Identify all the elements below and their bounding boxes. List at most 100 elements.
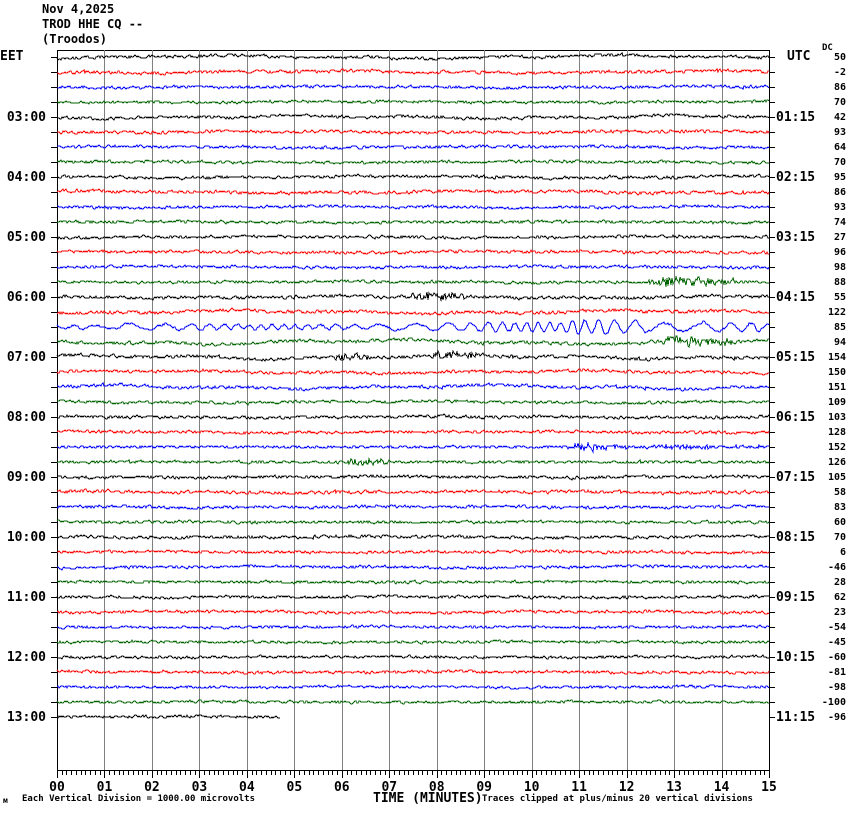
- eet-hour-label: 13:00: [7, 710, 46, 725]
- minute-tick-label: 00: [49, 780, 65, 795]
- title-location: (Troodos): [42, 32, 108, 46]
- seismo-trace: [56, 519, 770, 525]
- dc-column-header: DC: [822, 43, 833, 53]
- eet-hour-label: 05:00: [7, 230, 46, 245]
- dc-offset-value: 28: [834, 577, 846, 588]
- x-axis-title: TIME (MINUTES): [373, 791, 483, 806]
- seismo-trace: [56, 668, 770, 676]
- dc-offset-value: 94: [834, 337, 846, 348]
- dc-offset-value: 128: [828, 427, 846, 438]
- dc-offset-value: 70: [834, 97, 846, 108]
- dc-offset-value: 154: [828, 352, 846, 363]
- seismo-trace: [56, 457, 770, 467]
- minute-tick-label: 05: [287, 780, 303, 795]
- minute-tick-label: 09: [476, 780, 492, 795]
- dc-offset-value: 86: [834, 82, 846, 93]
- dc-offset-value: 50: [834, 52, 846, 63]
- seismo-trace: [57, 399, 769, 406]
- dc-offset-value: 42: [834, 112, 846, 123]
- seismo-trace: [56, 429, 770, 436]
- utc-hour-label: 10:15: [776, 650, 815, 665]
- dc-offset-value: 152: [828, 442, 846, 453]
- seismo-trace: [57, 83, 770, 91]
- seismo-trace: [56, 275, 769, 288]
- dc-offset-value: 98: [834, 262, 846, 273]
- seismo-trace: [56, 349, 769, 362]
- minute-tick-label: 12: [619, 780, 635, 795]
- seismo-trace: [57, 624, 770, 630]
- seismo-trace: [57, 291, 769, 302]
- dc-offset-value: -45: [828, 637, 846, 648]
- dc-offset-value: 151: [828, 382, 846, 393]
- dc-offset-value: -54: [828, 622, 846, 633]
- dc-offset-value: 70: [834, 157, 846, 168]
- utc-hour-label: 01:15: [776, 110, 815, 125]
- eet-hour-label: 11:00: [7, 590, 46, 605]
- minute-tick-label: 01: [97, 780, 113, 795]
- dc-offset-value: 95: [834, 172, 846, 183]
- seismo-trace: [56, 307, 769, 316]
- seismo-trace: [56, 367, 769, 376]
- clip-note: Traces clipped at plus/minus 20 vertical…: [482, 794, 753, 804]
- title-date: Nov 4,2025: [42, 2, 115, 16]
- dc-offset-value: 83: [834, 502, 846, 513]
- seismo-trace: [57, 533, 769, 541]
- eet-hour-label: 06:00: [7, 290, 46, 305]
- seismo-trace: [56, 638, 770, 645]
- dc-offset-value: 64: [834, 142, 846, 153]
- dc-offset-value: -98: [828, 682, 846, 693]
- utc-hour-label: 05:15: [776, 350, 815, 365]
- minute-tick-label: 15: [761, 780, 777, 795]
- eet-hour-label: 12:00: [7, 650, 46, 665]
- minute-tick-label: 07: [381, 780, 397, 795]
- dc-offset-value: 93: [834, 202, 846, 213]
- utc-hour-label: 07:15: [776, 470, 815, 485]
- left-axis-label: EET: [0, 49, 24, 64]
- eet-hour-label: 09:00: [7, 470, 46, 485]
- seismo-trace: [57, 473, 770, 481]
- dc-offset-value: 86: [834, 187, 846, 198]
- dc-offset-value: 6: [840, 547, 846, 558]
- watermark-mark: м: [3, 796, 8, 805]
- dc-offset-value: 74: [834, 217, 846, 228]
- dc-offset-value: 93: [834, 127, 846, 138]
- seismo-trace: [56, 219, 769, 226]
- seismo-trace: [57, 654, 769, 660]
- seismo-trace: [56, 248, 769, 255]
- seismo-trace: [56, 684, 770, 690]
- minute-tick-label: 03: [192, 780, 208, 795]
- dc-offset-value: 70: [834, 532, 846, 543]
- seismo-trace: [56, 264, 770, 270]
- minute-tick-label: 14: [714, 780, 730, 795]
- seismo-trace: [57, 579, 770, 585]
- dc-offset-value: 122: [828, 307, 846, 318]
- seismo-trace: [56, 319, 770, 335]
- dc-offset-value: 23: [834, 607, 846, 618]
- utc-hour-label: 06:15: [776, 410, 815, 425]
- dc-offset-value: -81: [828, 667, 846, 678]
- seismo-trace: [57, 549, 770, 556]
- utc-hour-label: 09:15: [776, 590, 815, 605]
- dc-offset-value: 58: [834, 487, 846, 498]
- eet-hour-label: 07:00: [7, 350, 46, 365]
- dc-offset-value: 85: [834, 322, 846, 333]
- seismo-trace: [56, 188, 770, 196]
- dc-offset-value: -2: [834, 67, 846, 78]
- seismo-trace: [57, 441, 769, 454]
- minute-tick-label: 06: [334, 780, 350, 795]
- minute-tick-label: 04: [239, 780, 255, 795]
- dc-offset-value: 150: [828, 367, 846, 378]
- minute-tick-label: 11: [571, 780, 587, 795]
- dc-offset-value: 62: [834, 592, 846, 603]
- minute-tick-label: 10: [524, 780, 540, 795]
- seismo-trace: [57, 488, 770, 496]
- seismo-trace: [57, 203, 770, 211]
- seismo-trace: [57, 68, 769, 76]
- dc-offset-value: 60: [834, 517, 846, 528]
- eet-hour-label: 10:00: [7, 530, 46, 545]
- seismo-trace: [56, 504, 769, 511]
- dc-offset-value: 27: [834, 232, 846, 243]
- seismo-trace: [57, 382, 770, 392]
- seismo-trace: [56, 52, 770, 61]
- seismo-trace: [56, 713, 280, 719]
